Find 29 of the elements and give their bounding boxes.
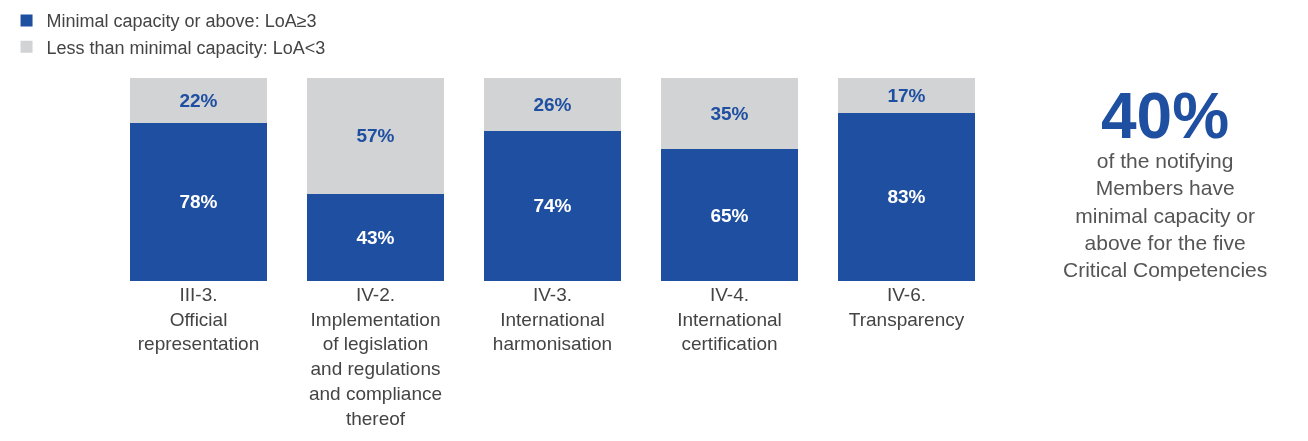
legend-label: Minimal capacity or above: LoA≥3 [46,11,317,32]
bar [661,149,798,281]
data-label: 17% [887,84,926,106]
x-tick-label: IV-4. International certification [677,284,782,355]
bar [130,122,267,281]
x-tick-label: IV-6. Transparency [848,284,965,330]
data-label: 83% [887,186,926,208]
x-tick-label: III-3. Official representation [137,284,260,355]
data-label: 35% [710,103,749,125]
bar [130,78,267,123]
data-label: 43% [356,226,395,248]
bar [307,78,444,194]
text: 40% [1101,80,1230,152]
bar [661,78,798,150]
bar [484,78,621,131]
bar [838,78,975,113]
x-tick-label: IV-2. Implementation of legislation and regulations and compliance thereof [308,284,443,429]
bar [307,193,444,281]
data-label: 22% [179,89,218,111]
data-label: 65% [710,204,749,226]
data-label: 74% [533,195,572,217]
data-label: 57% [356,125,395,147]
text: of the notifying Members have minimal capacity or above for the five Critical Competencies [1063,149,1268,282]
bar [484,130,621,281]
legend-label: Less than minimal capacity: LoA<3 [46,37,326,58]
x-tick-label: IV-3. International harmonisation [492,284,613,355]
data-label: 26% [533,93,572,115]
bar [838,112,975,281]
data-label: 78% [179,191,218,213]
